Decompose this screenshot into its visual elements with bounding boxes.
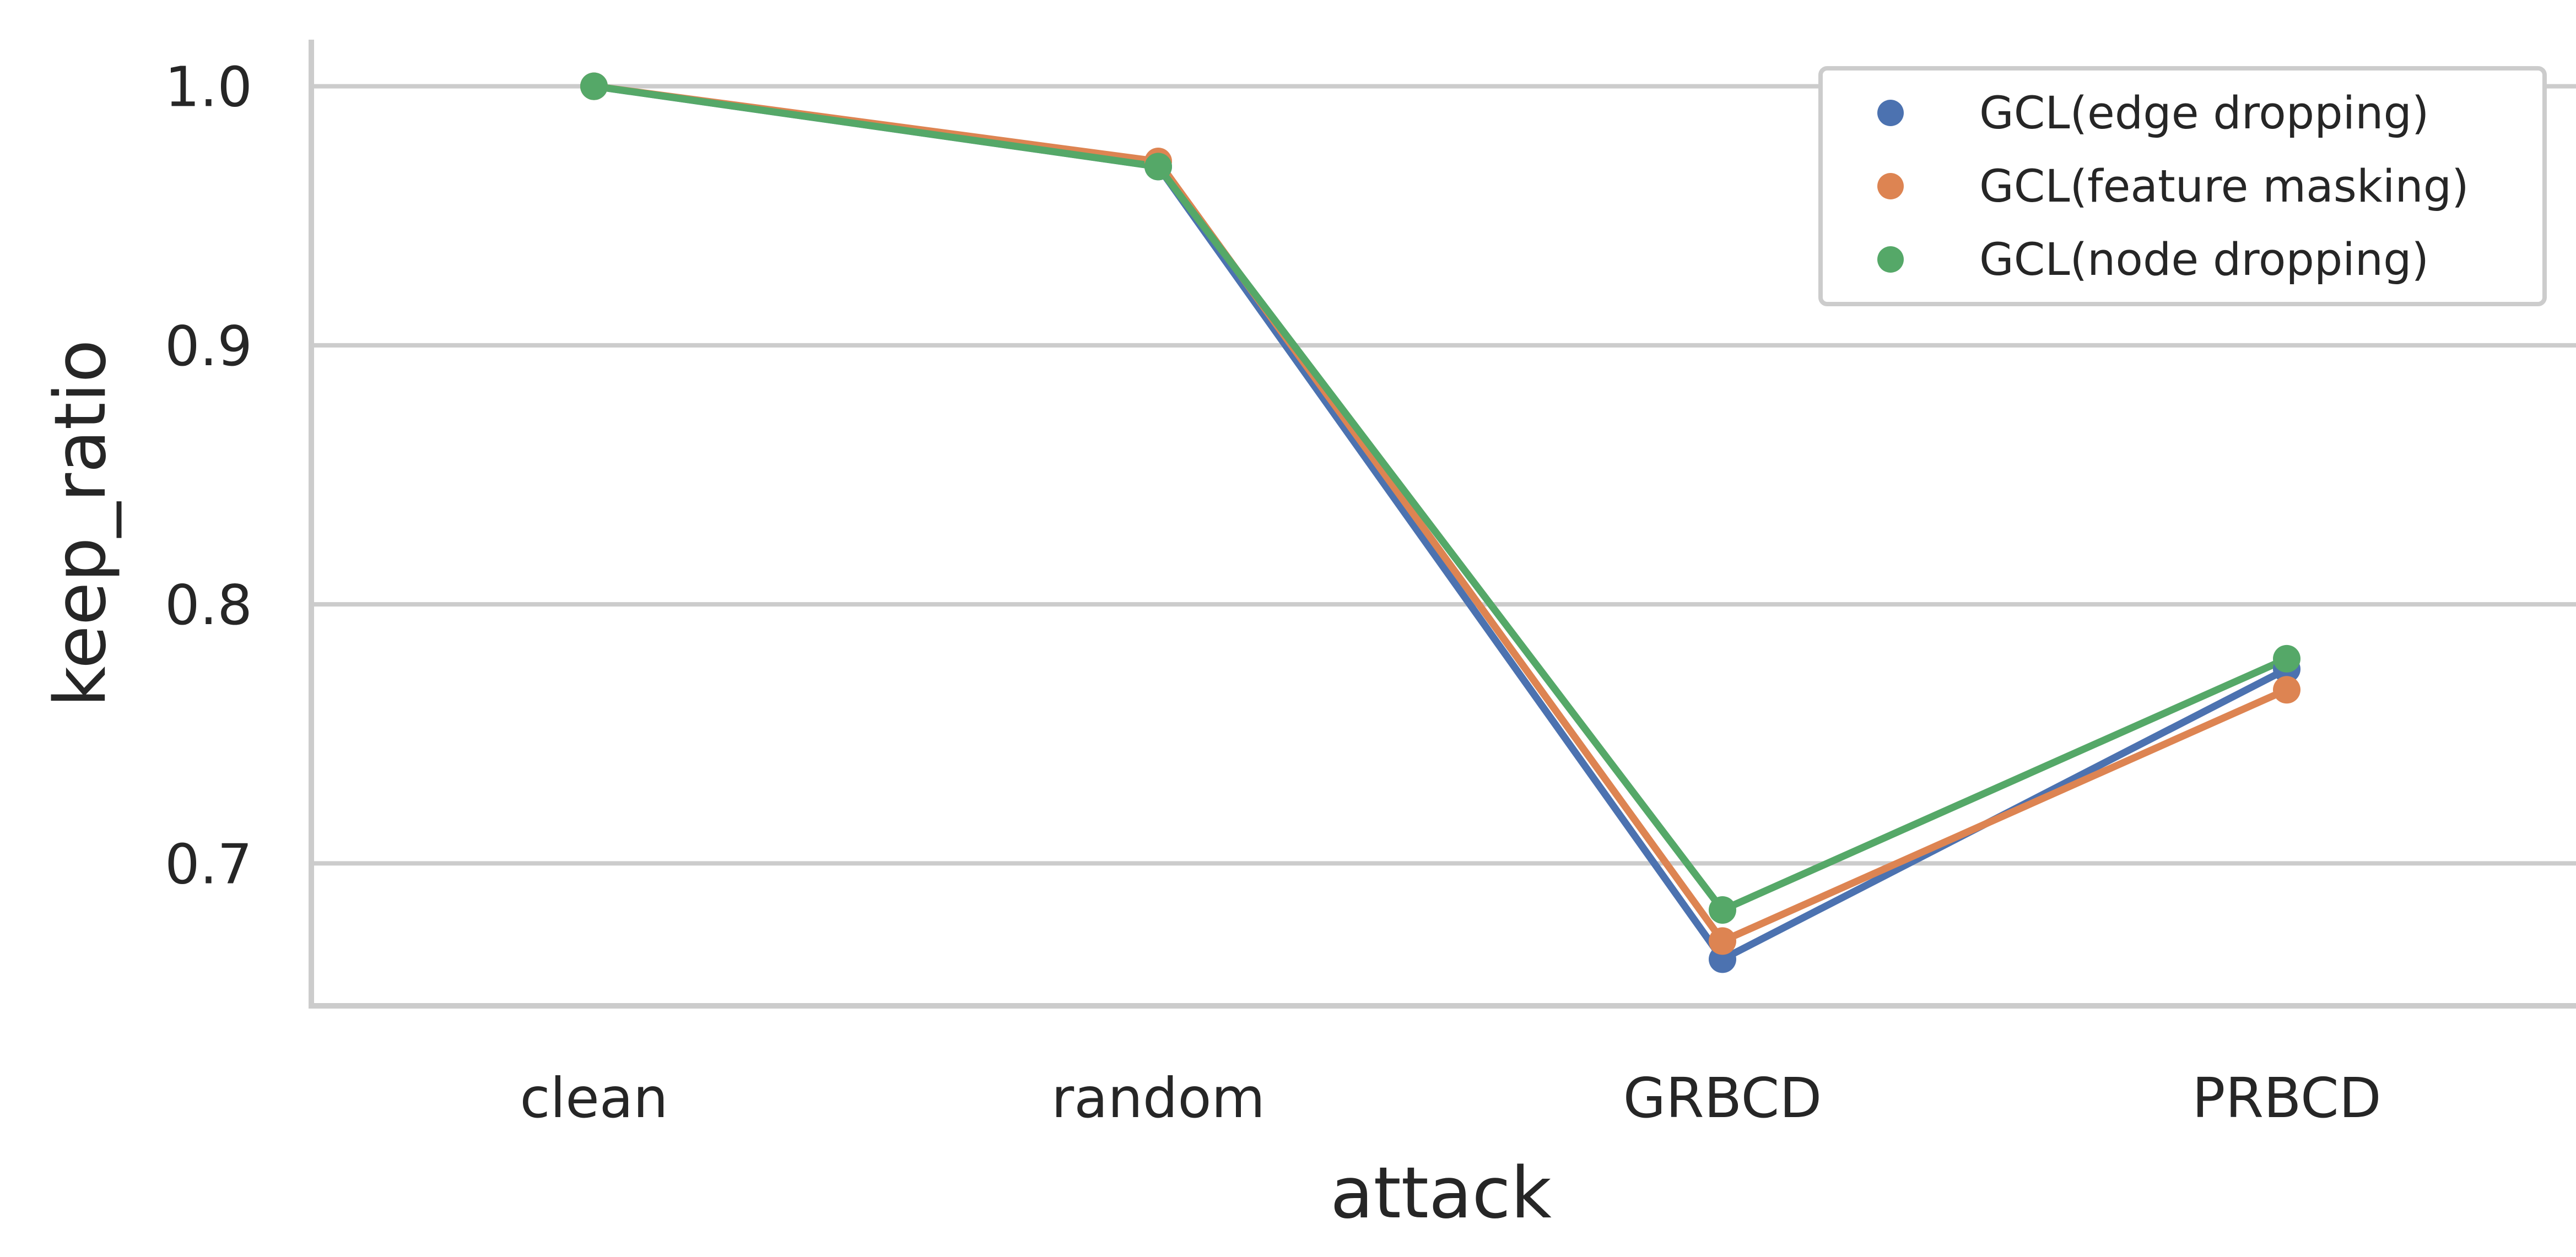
legend-label: GCL(feature masking) [1979, 161, 2469, 213]
legend-frame [1818, 66, 2547, 306]
y-tick-label: 1.0 [165, 55, 252, 120]
legend-label: GCL(edge dropping) [1979, 88, 2429, 139]
y-tick-label: 0.8 [165, 573, 252, 637]
x-tick-label: PRBCD [2192, 1066, 2381, 1130]
y-tick-labels: 0.7 0.8 0.9 1.0 [165, 55, 252, 897]
y-tick-label: 0.7 [165, 832, 252, 896]
data-point [1144, 153, 1172, 181]
legend-marker [1877, 173, 1904, 199]
data-point [1709, 896, 1736, 924]
data-point [580, 72, 608, 100]
x-axis-label: attack [1330, 1152, 1552, 1234]
series-lines [590, 83, 2291, 963]
data-point [1709, 927, 1736, 955]
y-axis-label: keep_ratio [40, 339, 122, 707]
x-tick-label: GRBCD [1623, 1066, 1822, 1130]
data-point [2273, 676, 2300, 704]
data-point [2273, 644, 2300, 673]
legend-marker [1877, 246, 1904, 273]
legend: GCL(edge dropping) GCL(feature masking) GC… [1818, 66, 2547, 306]
x-tick-label: random [1051, 1066, 1265, 1130]
x-tick-label: clean [520, 1066, 668, 1130]
x-tick-labels: clean random GRBCD PRBCD [520, 1066, 2381, 1130]
y-tick-label: 0.9 [165, 314, 252, 378]
series-line [590, 83, 2291, 914]
legend-label: GCL(node dropping) [1979, 234, 2429, 286]
legend-marker [1877, 100, 1904, 126]
series-points [580, 72, 2300, 973]
